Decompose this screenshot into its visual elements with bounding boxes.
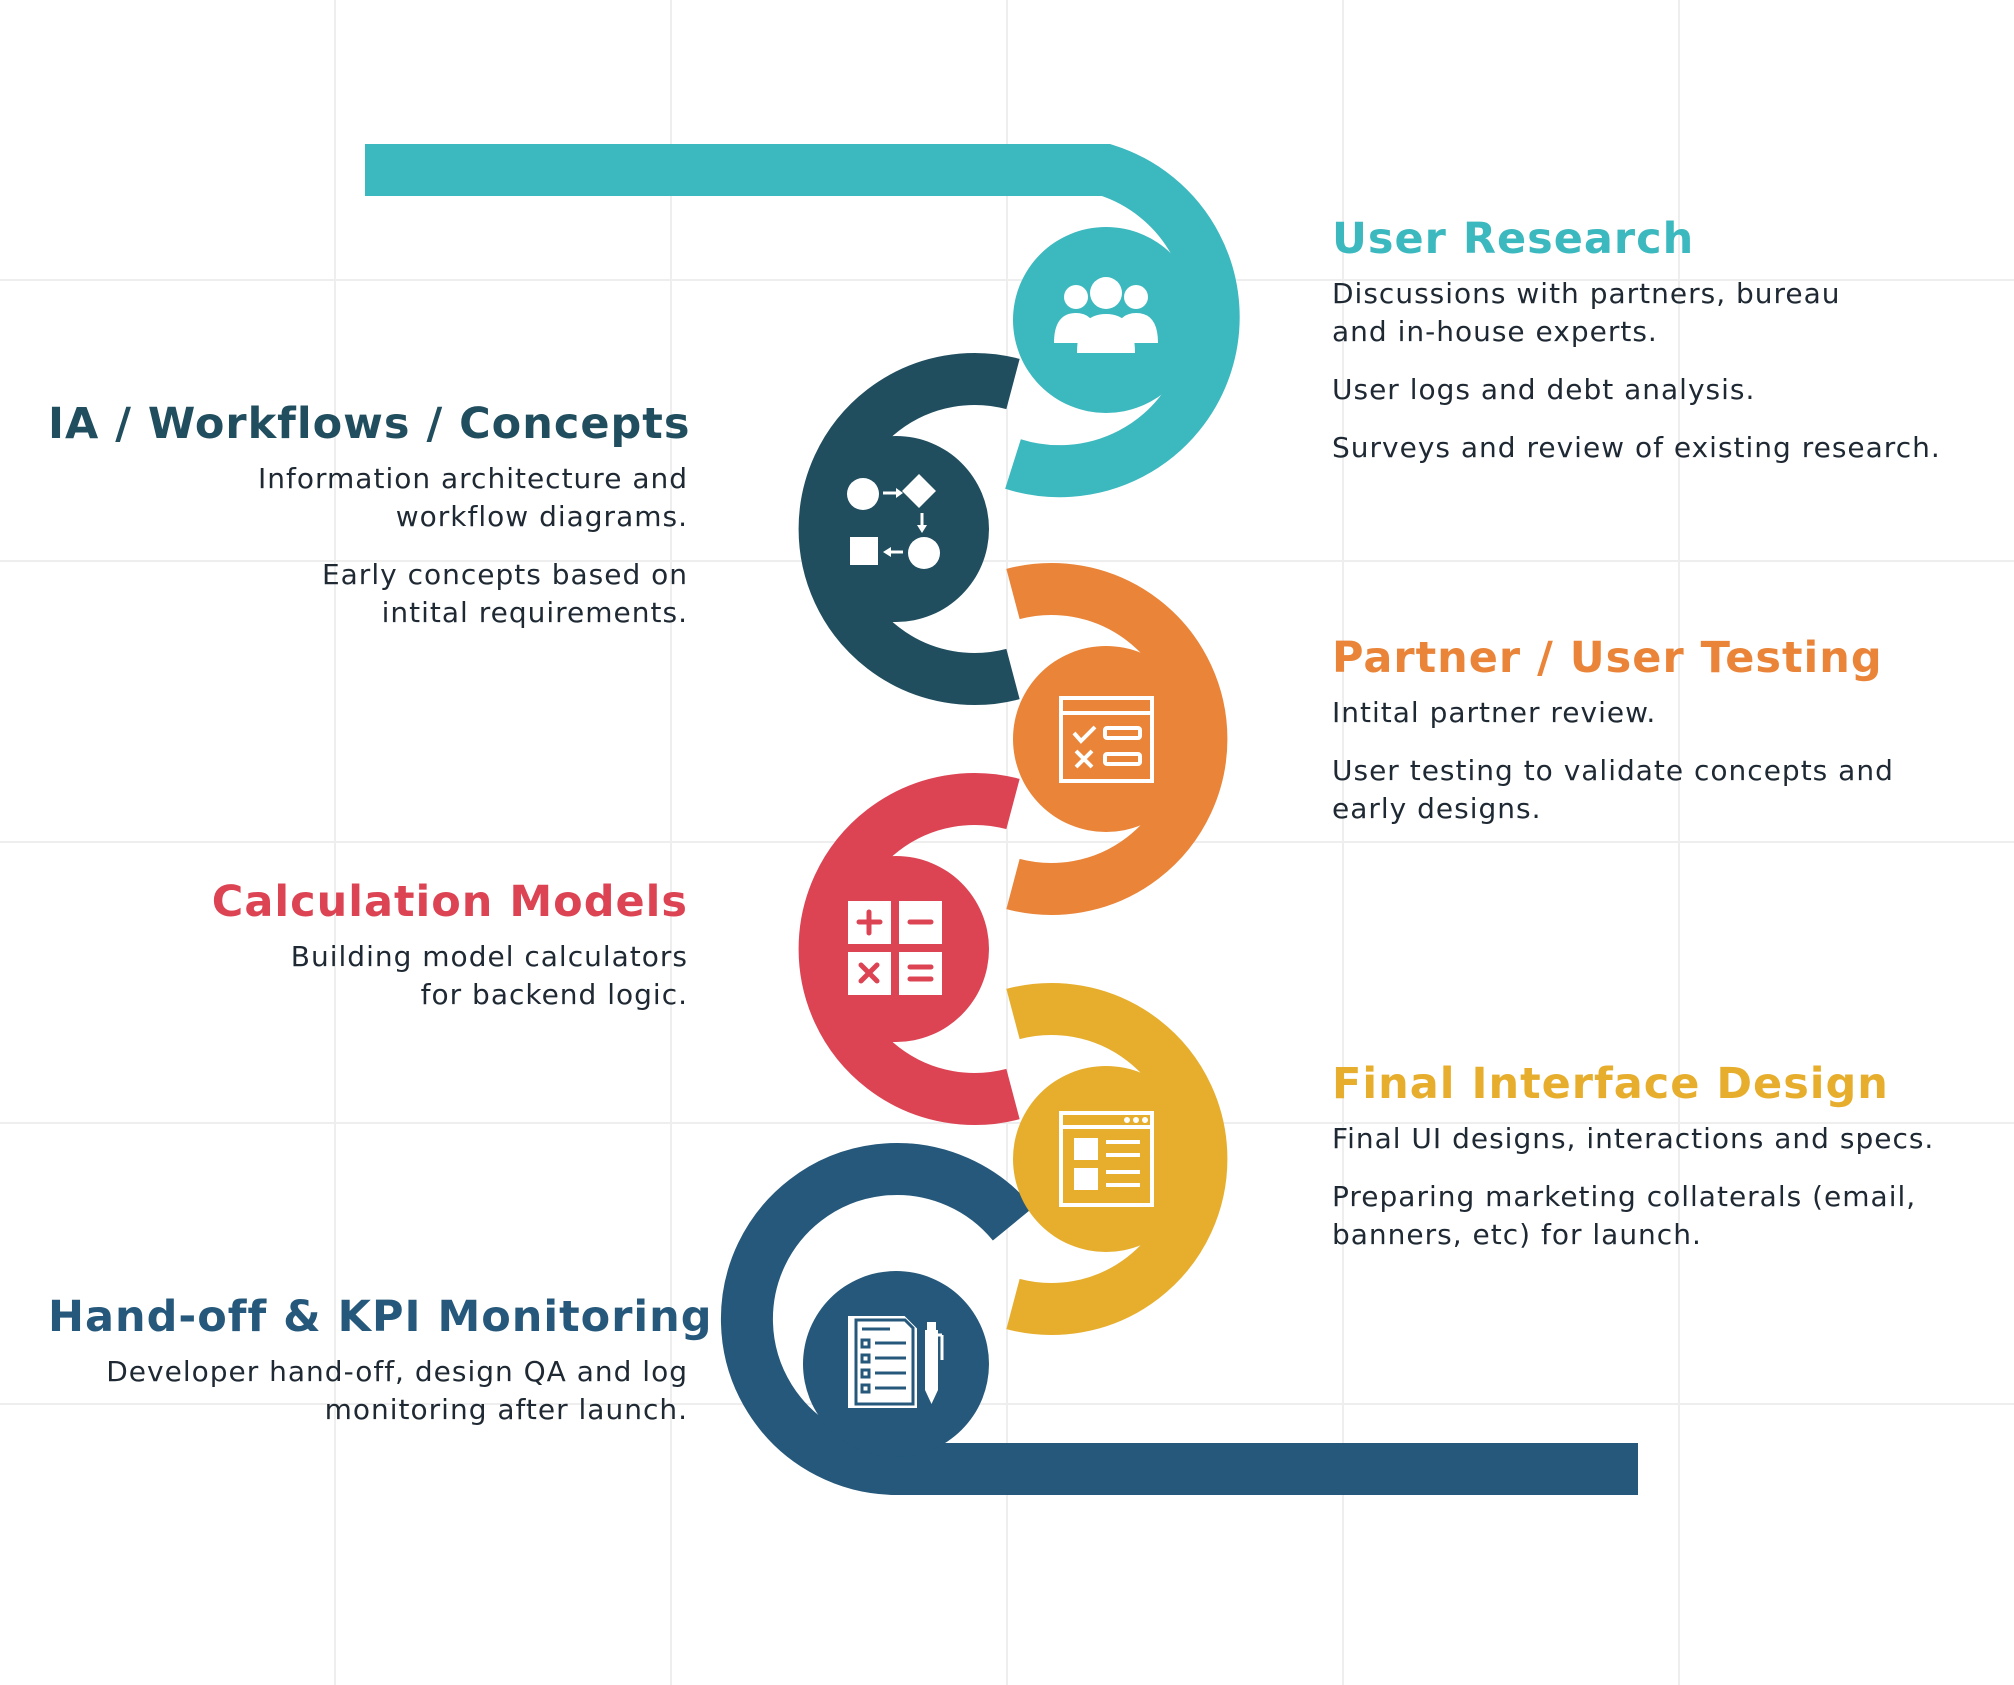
calculator-icon — [848, 901, 942, 995]
step-title-user-research: User Research — [1332, 214, 1695, 264]
step-title-partner-testing: Partner / User Testing — [1332, 633, 1883, 683]
step-partner-testing: Partner / User Testing Intital partner r… — [1332, 632, 1972, 848]
path-segment-final-interface — [1006, 983, 1228, 1335]
step-icon-hand-off — [803, 1271, 989, 1457]
path-segment-user-research — [365, 144, 1240, 498]
step-text: Developer hand-off, design QA and log mo… — [106, 1355, 688, 1426]
path-segment-hand-off — [720, 1143, 1638, 1495]
step-text: User testing to validate concepts and ea… — [1332, 754, 1894, 825]
users-group-icon — [1054, 277, 1158, 353]
step-user-research: User Research Discussions with partners,… — [1332, 213, 1972, 487]
step-icon-ia-workflows — [803, 436, 989, 622]
step-icon-final-interface — [1013, 1066, 1199, 1252]
step-title-hand-off: Hand-off & KPI Monitoring — [48, 1292, 713, 1342]
step-hand-off: Hand-off & KPI Monitoring Developer hand… — [48, 1291, 713, 1449]
step-text: Surveys and review of existing research. — [1332, 431, 1941, 464]
interface-layout-icon — [1059, 1111, 1154, 1207]
step-text: Final UI designs, interactions and specs… — [1332, 1122, 1935, 1155]
checklist-window-icon — [1059, 696, 1154, 783]
step-title-ia-workflows: IA / Workflows / Concepts — [48, 399, 691, 449]
step-icon-calculation — [803, 856, 989, 1042]
step-text: User logs and debt analysis. — [1332, 373, 1756, 406]
step-text: Intital partner review. — [1332, 696, 1657, 729]
step-icon-user-research — [1013, 227, 1199, 413]
step-title-calculation: Calculation Models — [211, 877, 688, 927]
step-text: Building model calculators for backend l… — [290, 940, 688, 1011]
step-text: Discussions with partners, bureau and in… — [1332, 277, 1841, 348]
workflow-diagram-icon — [847, 474, 940, 569]
step-ia-workflows: IA / Workflows / Concepts Information ar… — [48, 398, 691, 652]
step-text: Early concepts based on intital requirem… — [321, 558, 688, 629]
step-text: Preparing marketing collaterals (email, … — [1332, 1180, 1917, 1251]
step-text: Information architecture and workflow di… — [258, 462, 688, 533]
step-title-final-interface: Final Interface Design — [1332, 1059, 1889, 1109]
document-pen-icon — [846, 1314, 944, 1410]
step-final-interface: Final Interface Design Final UI designs,… — [1332, 1058, 1972, 1274]
step-calculation: Calculation Models Building model calcul… — [48, 876, 688, 1034]
step-icon-partner-testing — [1013, 646, 1199, 832]
path-segment-partner-testing — [1006, 563, 1228, 915]
